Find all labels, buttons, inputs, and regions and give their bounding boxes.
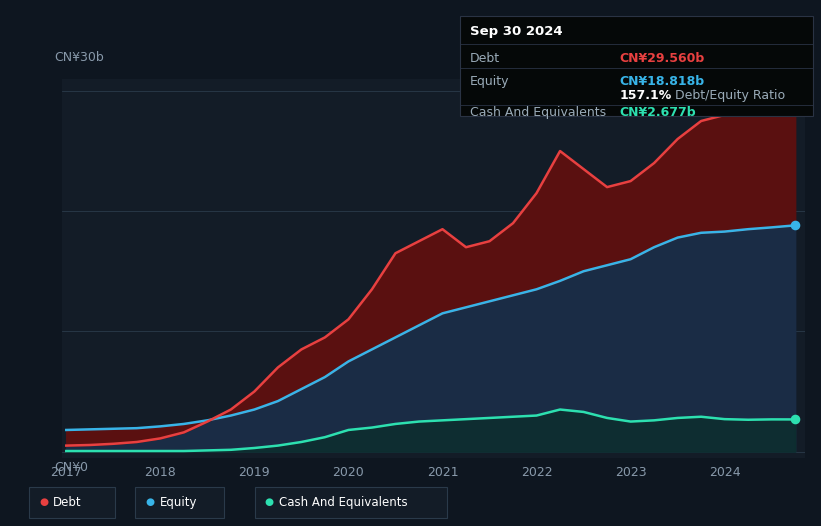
Text: Equity: Equity — [470, 75, 509, 88]
Text: Equity: Equity — [160, 496, 198, 509]
Text: CN¥0: CN¥0 — [54, 461, 88, 474]
Text: CN¥30b: CN¥30b — [54, 50, 104, 64]
Text: CN¥2.677b: CN¥2.677b — [620, 106, 696, 119]
Text: Debt/Equity Ratio: Debt/Equity Ratio — [671, 89, 785, 103]
Text: Cash And Equivalents: Cash And Equivalents — [470, 106, 606, 119]
Text: Sep 30 2024: Sep 30 2024 — [470, 25, 562, 38]
Text: Debt: Debt — [53, 496, 82, 509]
Text: ●: ● — [146, 497, 154, 508]
Text: ●: ● — [39, 497, 48, 508]
Text: ●: ● — [265, 497, 273, 508]
Text: 157.1%: 157.1% — [620, 89, 672, 103]
Point — [789, 92, 802, 100]
Point — [789, 415, 802, 423]
Text: CN¥29.560b: CN¥29.560b — [620, 52, 705, 65]
Text: CN¥18.818b: CN¥18.818b — [620, 75, 705, 88]
Text: Debt: Debt — [470, 52, 500, 65]
Point — [789, 221, 802, 229]
Text: Cash And Equivalents: Cash And Equivalents — [279, 496, 408, 509]
